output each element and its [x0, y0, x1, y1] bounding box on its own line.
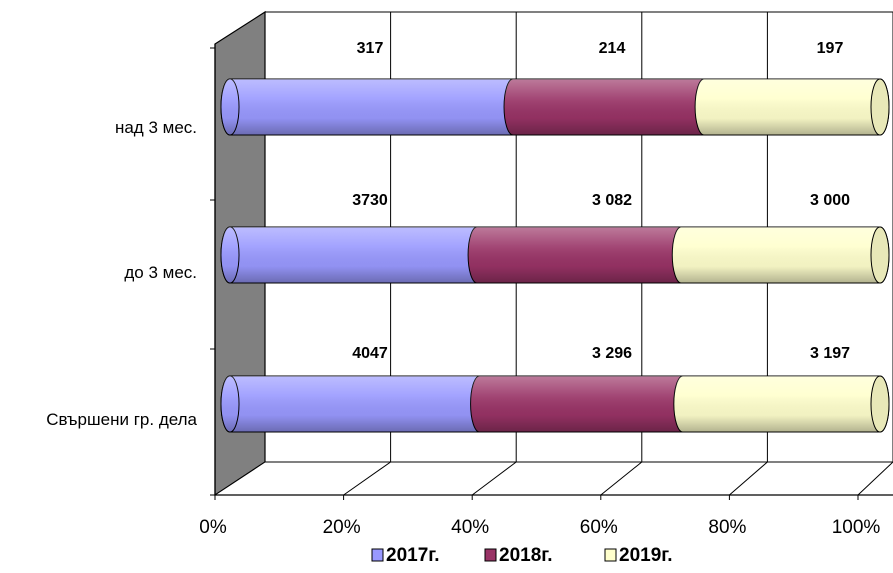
category-label: Свършени гр. дела	[46, 410, 197, 429]
legend-item-0: 2017г.	[371, 545, 440, 566]
legend-item-1: 2018г.	[484, 545, 553, 566]
legend-label: 2018г.	[499, 545, 553, 566]
legend-label: 2019г.	[619, 545, 673, 566]
bar-segment-2-1	[671, 226, 890, 284]
floor-gridline	[857, 461, 893, 496]
floor	[215, 462, 893, 495]
legend: 2017г. 2018г. 2019г.	[371, 545, 673, 566]
legend-label: 2017г.	[386, 545, 440, 566]
floor-gridline	[471, 461, 517, 496]
bar-segment-1-2	[503, 78, 714, 136]
category-label: до 3 мес.	[124, 263, 197, 282]
x-tick-label: 40%	[451, 517, 489, 538]
x-tick-label: 20%	[323, 517, 361, 538]
x-tick-label: 60%	[580, 517, 618, 538]
category-label: над 3 мес.	[115, 118, 197, 137]
data-labels: 4047 3 296 3 197 3730 3 082 3 000 317 214 197	[352, 40, 850, 362]
data-label: 214	[599, 40, 626, 57]
x-tick-label: 100%	[832, 517, 881, 538]
x-tick-label: 80%	[708, 517, 746, 538]
bars	[220, 78, 890, 433]
data-label: 3 296	[592, 345, 632, 362]
legend-swatch	[371, 548, 384, 562]
floor-gridline	[214, 461, 266, 496]
data-label: 317	[357, 40, 384, 57]
data-label: 197	[817, 40, 844, 57]
bar-segment-0-1	[220, 226, 487, 284]
legend-swatch	[604, 548, 617, 562]
axes: 0% 20% 40% 60% 80% 100% Свършени гр. дела до 3 …	[46, 44, 893, 538]
data-label: 3 082	[592, 192, 632, 209]
floor-gridline	[729, 461, 768, 496]
data-label: 3730	[352, 192, 388, 209]
bar-segment-2-0	[673, 375, 890, 433]
bar-segment-0-0	[220, 375, 490, 433]
bar-segment-2-2	[694, 78, 890, 136]
data-label: 3 000	[810, 192, 850, 209]
bar-segment-1-1	[467, 226, 691, 284]
bar-segment-0-2	[220, 78, 523, 136]
data-label: 3 197	[810, 345, 850, 362]
floor-gridline	[343, 461, 391, 496]
legend-swatch	[484, 548, 497, 562]
floor-gridline	[600, 461, 643, 496]
data-label: 4047	[352, 345, 388, 362]
legend-item-2: 2019г.	[604, 545, 673, 566]
x-tick-label: 0%	[199, 517, 227, 538]
bar-segment-1-0	[470, 375, 693, 433]
